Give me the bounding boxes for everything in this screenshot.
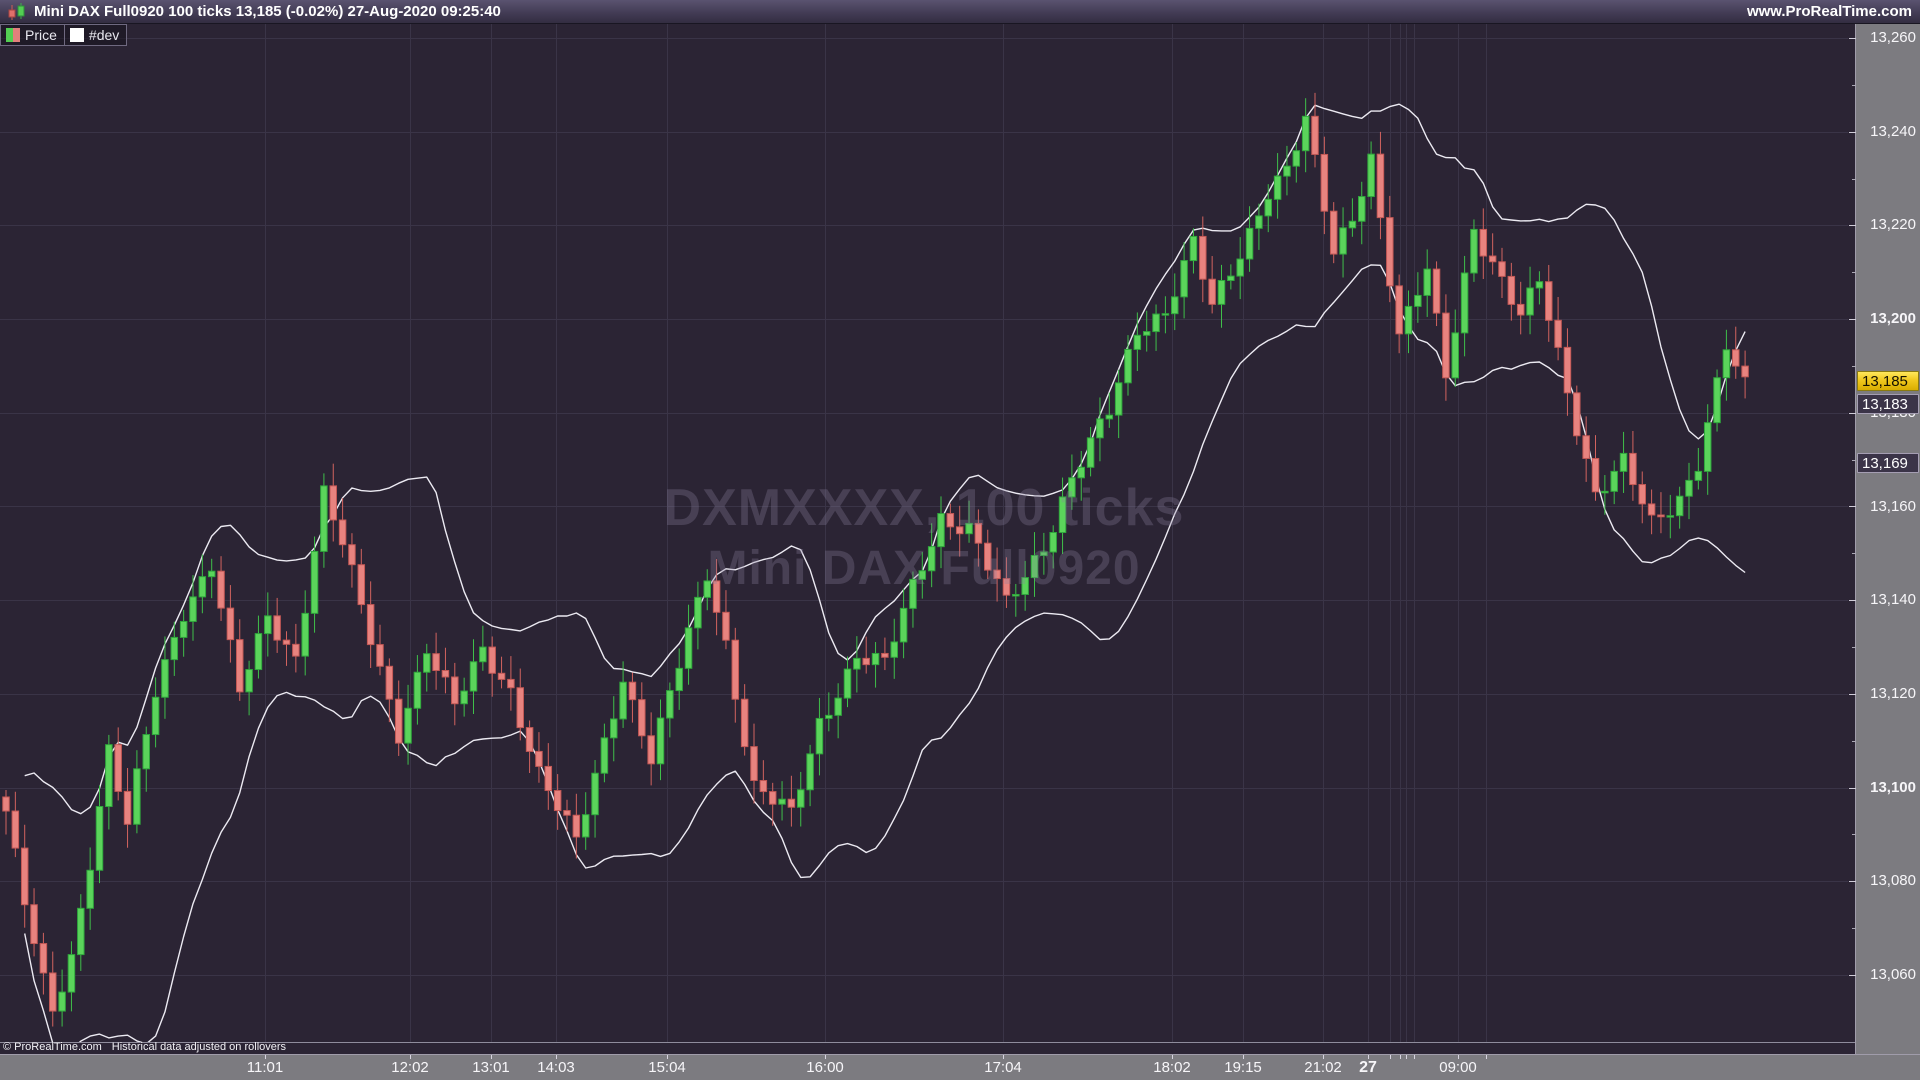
time-axis-label: 11:01 xyxy=(246,1059,284,1076)
legend-price-label: Price xyxy=(25,27,57,43)
legend-item-dev[interactable]: #dev xyxy=(64,24,128,46)
time-axis-label: 15:04 xyxy=(648,1059,686,1076)
time-axis-tick xyxy=(1243,1055,1244,1059)
price-axis-label: 13,100 xyxy=(1870,778,1916,796)
price-axis-minor-tick xyxy=(1852,366,1856,367)
price-axis-label: 13,200 xyxy=(1870,310,1916,328)
price-axis-minor-tick xyxy=(1852,85,1856,86)
price-axis-label: 13,220 xyxy=(1870,216,1916,234)
price-axis-minor-tick xyxy=(1852,460,1856,461)
time-axis-tick xyxy=(410,1055,411,1059)
rollover-note: Historical data adjusted on rollovers xyxy=(111,1041,287,1053)
time-axis-label: 16:00 xyxy=(806,1059,844,1076)
last-price-box: 13,185 xyxy=(1857,371,1919,391)
time-axis-label: 18:02 xyxy=(1153,1059,1191,1076)
price-axis[interactable]: 13,26013,24013,22013,20013,18013,16013,1… xyxy=(1849,24,1920,1054)
time-axis-tick xyxy=(1368,1055,1369,1059)
legend-item-price[interactable]: Price xyxy=(0,24,65,46)
indicator-value-box: 13,183 xyxy=(1857,394,1919,414)
time-axis-tick xyxy=(265,1055,266,1059)
time-axis-tick xyxy=(1323,1055,1324,1059)
copyright-text: © ProRealTime.com xyxy=(3,1041,102,1053)
time-axis-label: 27 xyxy=(1359,1059,1377,1076)
time-axis-label: 12:02 xyxy=(391,1059,429,1076)
time-axis-tick xyxy=(825,1055,826,1059)
time-axis-minor-tick xyxy=(1486,1055,1487,1059)
time-axis-tick xyxy=(491,1055,492,1059)
price-axis-label: 13,080 xyxy=(1870,872,1916,890)
price-axis-tick xyxy=(1849,881,1856,882)
provider-link[interactable]: www.ProRealTime.com xyxy=(1746,3,1912,20)
time-axis-tick xyxy=(1172,1055,1173,1059)
price-axis-label: 13,240 xyxy=(1870,122,1916,140)
price-axis-minor-tick xyxy=(1852,179,1856,180)
time-axis-tick xyxy=(1458,1055,1459,1059)
price-axis-tick xyxy=(1849,413,1856,414)
time-axis-minor-tick xyxy=(1414,1055,1415,1059)
time-axis-label: 21:02 xyxy=(1304,1059,1342,1076)
price-axis-minor-tick xyxy=(1852,647,1856,648)
price-axis-minor-tick xyxy=(1852,553,1856,554)
price-axis-tick xyxy=(1849,975,1856,976)
candlestick-plot xyxy=(0,24,1848,1043)
price-axis-label: 13,260 xyxy=(1870,29,1916,46)
candlestick-icon xyxy=(8,2,25,20)
price-axis-tick xyxy=(1849,694,1856,695)
time-axis[interactable]: 11:01 12:02 13:01 14:03 15:04 16:00 17:04 18:02… xyxy=(0,1054,1920,1080)
price-axis-tick xyxy=(1849,225,1856,226)
price-axis-minor-tick xyxy=(1852,834,1856,835)
time-axis-label: 09:00 xyxy=(1439,1059,1477,1076)
time-axis-tick xyxy=(667,1055,668,1059)
price-axis-label: 13,140 xyxy=(1870,591,1916,609)
price-axis-tick xyxy=(1849,600,1856,601)
price-axis-tick xyxy=(1849,38,1856,39)
dev-indicator-icon xyxy=(69,28,84,42)
time-axis-label: 17:04 xyxy=(984,1059,1022,1076)
chart-area[interactable]: DXMXXXX, 100 ticks Mini DAX Full0920 Pri… xyxy=(0,24,1855,1054)
price-axis-tick xyxy=(1849,506,1856,507)
time-axis-label: 14:03 xyxy=(537,1059,575,1076)
time-axis-minor-tick xyxy=(1400,1055,1401,1059)
time-axis-label: 13:01 xyxy=(472,1059,510,1076)
candles-group xyxy=(2,92,1749,1027)
price-axis-label: 13,120 xyxy=(1870,684,1916,702)
gridlines-group xyxy=(0,24,1848,1042)
indicator-value-box: 13,169 xyxy=(1857,453,1919,473)
price-axis-minor-tick xyxy=(1852,741,1856,742)
price-axis-tick xyxy=(1849,319,1856,320)
legend-dev-label: #dev xyxy=(88,27,120,43)
price-axis-minor-tick xyxy=(1852,272,1856,273)
time-axis-minor-tick xyxy=(1406,1055,1407,1059)
plot-bottom-frame xyxy=(0,1042,1855,1043)
time-axis-tick xyxy=(556,1055,557,1059)
copyright-note: © ProRealTime.com Historical data adjuste… xyxy=(3,1041,286,1053)
time-axis-minor-tick xyxy=(1390,1055,1391,1059)
price-axis-minor-tick xyxy=(1852,928,1856,929)
title-bar: Mini DAX Full0920 100 ticks 13,185 (-0.0… xyxy=(0,0,1920,24)
legend: Price #dev xyxy=(0,24,128,46)
chart-title: Mini DAX Full0920 100 ticks 13,185 (-0.0… xyxy=(34,3,501,20)
price-axis-label: 13,160 xyxy=(1870,497,1916,515)
time-axis-label: 19:15 xyxy=(1224,1059,1262,1076)
price-axis-tick xyxy=(1849,788,1856,789)
price-axis-label: 13,060 xyxy=(1870,966,1916,983)
time-axis-tick xyxy=(1003,1055,1004,1059)
price-axis-tick xyxy=(1849,132,1856,133)
price-series-icon xyxy=(6,28,20,42)
